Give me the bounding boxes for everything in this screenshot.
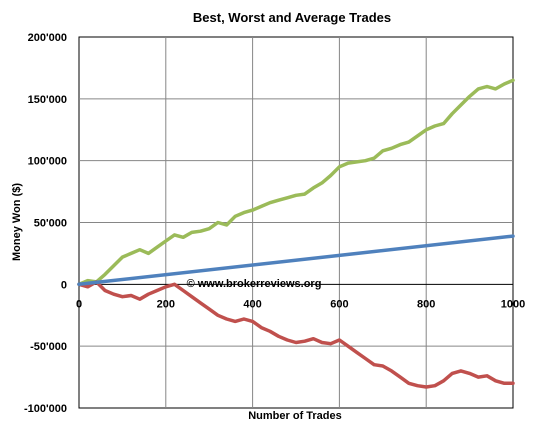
x-axis-label: Number of Trades bbox=[248, 410, 342, 422]
y-tick-label: 0 bbox=[61, 279, 67, 291]
series-line-worst bbox=[77, 280, 515, 389]
series-line-best bbox=[77, 78, 515, 287]
x-tick-label: 200 bbox=[157, 298, 175, 310]
watermark-annotation: © www.brokerreviews.org bbox=[187, 278, 322, 290]
y-tick-label: -50'000 bbox=[30, 341, 67, 353]
chart-title: Best, Worst and Average Trades bbox=[193, 10, 391, 25]
x-tick-label: 0 bbox=[76, 298, 82, 310]
y-tick-label: 150'000 bbox=[28, 94, 67, 106]
y-tick-label: 100'000 bbox=[28, 156, 67, 168]
tick-labels: 0 200 400 600 800 1000 -100'000 -50'000 0 50'000 1… bbox=[24, 32, 525, 415]
y-tick-label: -100'000 bbox=[24, 403, 67, 415]
y-tick-label: 200'000 bbox=[28, 32, 67, 44]
series-lines bbox=[77, 78, 515, 389]
x-tick-label: 600 bbox=[330, 298, 348, 310]
y-axis-label: Money Won ($) bbox=[11, 183, 23, 261]
x-tick-label: 400 bbox=[243, 298, 261, 310]
grid-lines bbox=[79, 37, 513, 408]
series-line-average bbox=[77, 234, 515, 287]
y-tick-label: 50'000 bbox=[34, 218, 67, 230]
x-tick-label: 800 bbox=[417, 298, 435, 310]
x-tick-label: 1000 bbox=[501, 298, 525, 310]
